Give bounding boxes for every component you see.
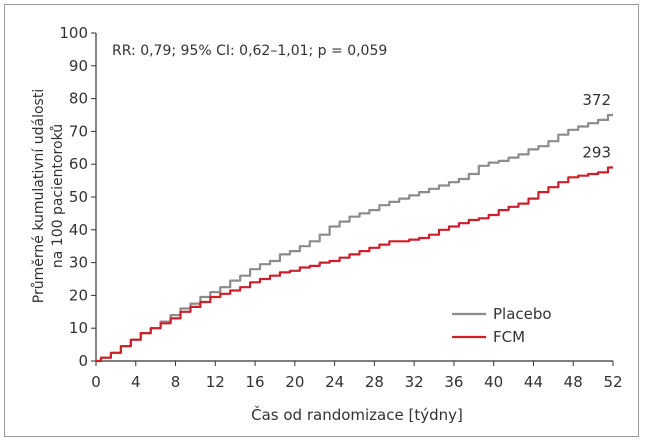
- legend-label-fcm: FCM: [493, 328, 525, 346]
- y-tick-label: 50: [69, 188, 88, 206]
- series-line-fcm: [96, 166, 613, 363]
- x-tick-label: 4: [131, 373, 141, 391]
- x-ticks: 0 4 8 12 16 20 24 28 32 36 40 44 48 52: [91, 361, 623, 391]
- y-tick-label: 70: [69, 122, 88, 140]
- y-tick-label: 0: [78, 352, 88, 370]
- x-tick-label: 36: [444, 373, 463, 391]
- y-axis-label-line-2: na 100 pacientoroků: [50, 124, 66, 268]
- x-tick-label: 28: [365, 373, 384, 391]
- y-ticks: 0 10 20 30 40 50 60 70 80 90 100: [59, 24, 96, 370]
- stats-annotation: RR: 0,79; 95% CI: 0,62–1,01; p = 0,059: [112, 43, 387, 59]
- y-tick-label: 10: [69, 319, 88, 337]
- end-label-placebo: 372: [582, 91, 611, 109]
- x-tick-label: 48: [564, 373, 583, 391]
- x-tick-label: 52: [603, 373, 622, 391]
- y-tick-label: 100: [59, 24, 88, 42]
- end-label-fcm: 293: [582, 143, 611, 161]
- y-tick-label: 60: [69, 155, 88, 173]
- legend: Placebo FCM: [452, 305, 552, 346]
- x-tick-label: 16: [246, 373, 265, 391]
- x-tick-label: 32: [405, 373, 424, 391]
- y-tick-label: 20: [69, 286, 88, 304]
- x-axis-label: Čas od randomizace [týdny]: [251, 405, 463, 424]
- x-tick-label: 0: [91, 373, 101, 391]
- legend-label-placebo: Placebo: [493, 305, 552, 323]
- x-tick-label: 8: [171, 373, 181, 391]
- y-tick-label: 80: [69, 90, 88, 108]
- y-axis-label-line-1: Průměrné kumulativní události: [31, 89, 47, 303]
- x-tick-label: 40: [484, 373, 503, 391]
- x-tick-label: 20: [285, 373, 304, 391]
- y-tick-label: 40: [69, 221, 88, 239]
- x-tick-label: 12: [206, 373, 225, 391]
- x-tick-label: 44: [524, 373, 543, 391]
- series-line-placebo: [96, 113, 613, 363]
- x-tick-label: 24: [325, 373, 344, 391]
- y-tick-label: 90: [69, 57, 88, 75]
- y-tick-label: 30: [69, 254, 88, 272]
- series-layer: 372 293: [96, 91, 613, 363]
